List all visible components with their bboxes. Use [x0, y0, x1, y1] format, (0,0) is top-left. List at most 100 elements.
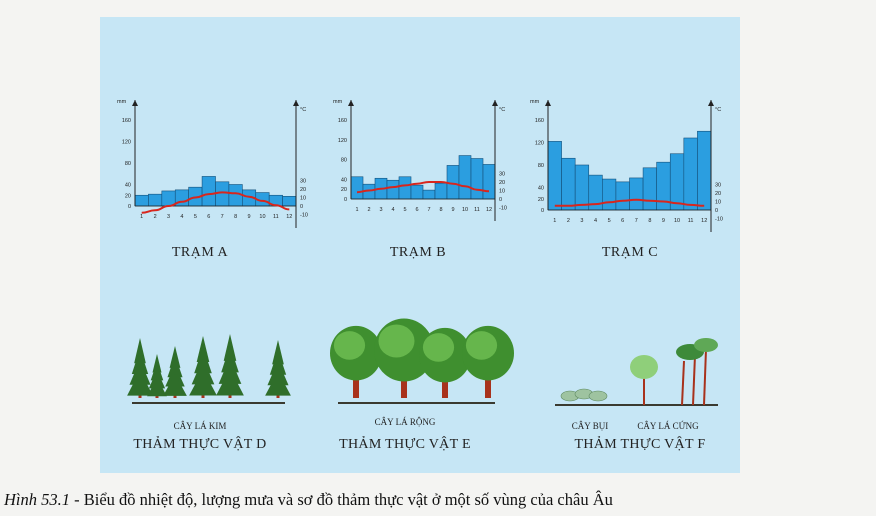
tree-canopy-highlight	[422, 333, 455, 362]
caption-text: - Biểu đồ nhiệt độ, lượng mưa và sơ đồ t…	[70, 490, 613, 509]
chart-0	[132, 100, 299, 228]
vegetation-e-label: THẢM THỰC VẬT E	[339, 437, 471, 452]
precipitation-bar	[615, 181, 630, 211]
left-tick-label: 80	[538, 163, 544, 169]
right-axis-arrow	[708, 100, 714, 106]
broadleaf-tree-icon	[462, 325, 514, 398]
conifer-tier	[163, 374, 187, 396]
left-tick-label: 120	[535, 141, 544, 147]
right-tick-label: 20	[300, 187, 306, 193]
precipitation-bar	[574, 164, 590, 211]
shrub-icon	[588, 390, 608, 402]
left-tick-label: 20	[341, 187, 347, 193]
left-axis-arrow	[545, 100, 551, 106]
vegetation-d-sub: CÂY LÁ KIM	[173, 421, 227, 431]
month-tick-label: 2	[567, 218, 570, 224]
left-tick-label: 120	[122, 140, 131, 146]
precipitation-bar	[446, 165, 460, 200]
precipitation-bar	[398, 176, 412, 200]
tree-canopy-highlight	[333, 331, 366, 360]
left-tick-label: 160	[535, 118, 544, 124]
hardleaf-trunk	[703, 348, 707, 406]
hardleaf-trunk	[692, 354, 696, 406]
right-tick-label: -10	[499, 206, 507, 212]
month-tick-label: 10	[462, 207, 468, 213]
conifer-tier	[127, 370, 153, 396]
month-tick-label: 5	[194, 214, 197, 220]
temperature-line	[356, 181, 490, 194]
broadleaf-tree-icon	[374, 318, 434, 398]
station-a-title: TRẠM A	[171, 245, 229, 260]
right-tick-label: 30	[499, 172, 505, 178]
vegetation-f-sub-shrub: CÂY BỤI	[571, 421, 609, 431]
precipitation-bar	[561, 157, 576, 211]
precipitation-bar	[134, 194, 149, 207]
right-axis-unit: °C	[715, 107, 721, 113]
station-c-title: TRẠM C	[601, 245, 659, 260]
left-tick-label: 20	[125, 193, 131, 199]
precipitation-bar	[148, 193, 163, 207]
conifer-tree-icon	[189, 336, 217, 398]
vegetation-e-sub: CÂY LÁ RỘNG	[374, 417, 436, 427]
tree-canopy-highlight	[378, 324, 415, 358]
month-tick-label: 5	[608, 218, 611, 224]
figure-panel: mm °C 0 20 40 80 120 160 -10 0 10 20 30 1 2 3 4 5 6 7 8 9 10 11…	[100, 17, 740, 473]
temperature-line	[554, 198, 705, 207]
precipitation-bar	[602, 178, 617, 211]
broadleaf-tree-icon	[419, 327, 471, 398]
conifer-tier	[216, 368, 244, 396]
right-axis-unit: °C	[499, 107, 505, 113]
month-tick-label: 11	[474, 207, 480, 213]
month-tick-label: 3	[167, 214, 170, 220]
precipitation-bar	[470, 158, 484, 200]
conifer-tier	[189, 369, 217, 396]
month-tick-label: 4	[180, 214, 183, 220]
left-tick-label: 20	[538, 197, 544, 203]
month-tick-label: 6	[621, 218, 624, 224]
conifer-tree-icon	[163, 346, 187, 398]
left-tick-label: 0	[344, 197, 347, 203]
right-tick-label: 0	[300, 204, 303, 210]
precipitation-bar	[282, 196, 297, 207]
temperature-line	[141, 191, 290, 214]
month-tick-label: 4	[391, 207, 394, 213]
left-axis-arrow	[348, 100, 354, 106]
precipitation-bar	[434, 182, 448, 200]
chart-1	[348, 100, 498, 221]
tree-trunk	[485, 374, 491, 398]
conifer-tree-icon	[265, 340, 291, 398]
hardleaf-canopy-icon	[694, 338, 718, 352]
month-tick-label: 7	[635, 218, 638, 224]
month-tick-label: 2	[367, 207, 370, 213]
month-tick-label: 6	[415, 207, 418, 213]
month-tick-label: 9	[248, 214, 251, 220]
precipitation-bar	[215, 181, 230, 207]
right-tick-label: 0	[715, 208, 718, 214]
month-tick-label: 12	[286, 214, 292, 220]
tree-trunk	[442, 376, 448, 398]
conifer-tree-icon	[147, 354, 167, 398]
conifer-tree-icon	[127, 338, 153, 398]
precipitation-bar	[410, 184, 424, 200]
month-tick-label: 1	[355, 207, 358, 213]
hardleaf-canopy-icon	[630, 355, 658, 379]
precipitation-bar	[161, 190, 176, 207]
right-tick-label: 30	[715, 183, 721, 189]
right-tick-label: 10	[499, 189, 505, 195]
left-axis-arrow	[132, 100, 138, 106]
hardleaf-trunk	[681, 360, 685, 406]
month-tick-label: 10	[674, 218, 680, 224]
conifer-tree-icon	[216, 334, 244, 398]
left-tick-label: 40	[125, 183, 131, 189]
month-tick-label: 8	[439, 207, 442, 213]
month-tick-label: 11	[688, 218, 694, 224]
month-tick-label: 8	[234, 214, 237, 220]
month-tick-label: 6	[207, 214, 210, 220]
vegetation-d-label: THẢM THỰC VẬT D	[133, 437, 267, 452]
left-tick-label: 40	[341, 177, 347, 183]
left-tick-label: 0	[541, 208, 544, 214]
right-tick-label: 10	[300, 196, 306, 202]
precipitation-bar	[669, 153, 685, 211]
right-tick-label: -10	[300, 213, 308, 219]
